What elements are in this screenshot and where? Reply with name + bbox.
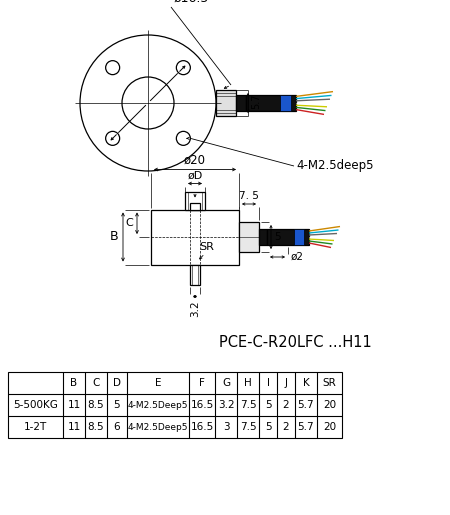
Text: 5.7: 5.7 bbox=[298, 400, 314, 410]
Text: 5: 5 bbox=[274, 232, 281, 242]
Text: K: K bbox=[302, 378, 310, 388]
Bar bbox=[294, 229, 304, 245]
Text: C: C bbox=[92, 378, 100, 388]
Bar bbox=[216, 90, 236, 116]
Text: 8.5: 8.5 bbox=[88, 422, 104, 432]
Text: 16.5: 16.5 bbox=[190, 422, 214, 432]
Text: 4-M2.5Deep5: 4-M2.5Deep5 bbox=[128, 422, 188, 432]
Text: 20: 20 bbox=[323, 400, 336, 410]
Text: ø20: ø20 bbox=[184, 153, 206, 166]
Bar bbox=[190, 202, 200, 210]
Text: SR: SR bbox=[199, 243, 215, 252]
Text: ø2: ø2 bbox=[291, 252, 304, 262]
Text: 2: 2 bbox=[283, 422, 289, 432]
Text: 2: 2 bbox=[283, 400, 289, 410]
Text: J: J bbox=[284, 378, 288, 388]
Text: 11: 11 bbox=[68, 422, 81, 432]
Text: 11: 11 bbox=[68, 400, 81, 410]
Text: B: B bbox=[71, 378, 77, 388]
Text: 5.7: 5.7 bbox=[298, 422, 314, 432]
Text: 5.7: 5.7 bbox=[251, 93, 261, 109]
Bar bbox=[267, 229, 309, 245]
Text: B: B bbox=[109, 231, 118, 244]
Text: 8.5: 8.5 bbox=[88, 400, 104, 410]
Text: 7.5: 7.5 bbox=[240, 422, 256, 432]
Text: 20: 20 bbox=[323, 422, 336, 432]
Text: 5: 5 bbox=[265, 422, 271, 432]
Text: 5: 5 bbox=[114, 400, 120, 410]
Text: 6: 6 bbox=[114, 422, 120, 432]
Bar bbox=[246, 95, 296, 111]
Text: G: G bbox=[222, 378, 230, 388]
Text: 7. 5: 7. 5 bbox=[239, 191, 259, 201]
Bar bbox=[259, 229, 267, 245]
Text: ø16.5: ø16.5 bbox=[173, 0, 208, 5]
Bar bbox=[8, 372, 342, 438]
Text: 4-M2.5Deep5: 4-M2.5Deep5 bbox=[128, 401, 188, 409]
Bar bbox=[280, 95, 291, 111]
Text: øD: øD bbox=[187, 170, 202, 180]
Bar bbox=[151, 210, 239, 265]
Text: PCE-C-R20LFC ...H11: PCE-C-R20LFC ...H11 bbox=[219, 335, 371, 350]
Text: 16.5: 16.5 bbox=[190, 400, 214, 410]
Text: H: H bbox=[244, 378, 252, 388]
Text: 5-500KG: 5-500KG bbox=[13, 400, 58, 410]
Text: 4-M2.5deep5: 4-M2.5deep5 bbox=[296, 160, 374, 173]
Text: 3: 3 bbox=[223, 422, 230, 432]
Bar bbox=[190, 265, 200, 284]
Text: I: I bbox=[266, 378, 270, 388]
Text: 3.2: 3.2 bbox=[218, 400, 234, 410]
Text: SR: SR bbox=[323, 378, 337, 388]
Bar bbox=[239, 222, 259, 252]
Bar bbox=[185, 192, 205, 210]
Text: 3.2: 3.2 bbox=[190, 300, 200, 317]
Bar bbox=[236, 95, 246, 111]
Text: C: C bbox=[125, 218, 133, 228]
Text: 7.5: 7.5 bbox=[240, 400, 256, 410]
Text: E: E bbox=[155, 378, 161, 388]
Text: F: F bbox=[199, 378, 205, 388]
Text: 1-2T: 1-2T bbox=[24, 422, 47, 432]
Text: D: D bbox=[113, 378, 121, 388]
Text: 5: 5 bbox=[265, 400, 271, 410]
